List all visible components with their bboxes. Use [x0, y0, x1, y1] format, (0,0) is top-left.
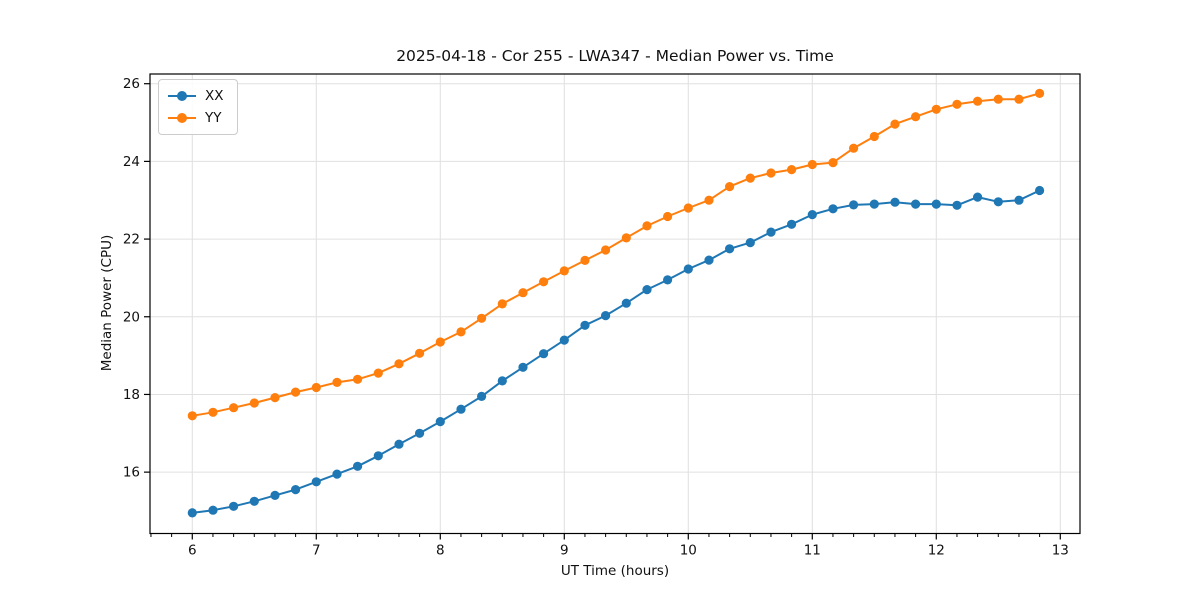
x-tick-label: 11: [804, 543, 821, 559]
plot-frame: [149, 73, 1081, 535]
legend-item-yy: YY: [168, 107, 224, 129]
y-tick-label: 20: [123, 309, 140, 325]
y-tick-label: 18: [123, 387, 140, 403]
legend-marker-xx-icon: [168, 91, 196, 102]
series-yy-line: [192, 92, 1040, 417]
x-axis-ticks: 6 7 8 9 10 11 12 13: [188, 533, 1069, 559]
series-xx-markers: [187, 185, 1045, 518]
y-tick-label: 26: [123, 76, 140, 92]
x-tick-label: 10: [680, 543, 697, 559]
legend-marker-yy-icon: [168, 113, 196, 124]
series-yy-markers: [187, 88, 1045, 421]
chart-title: 2025-04-18 - Cor 255 - LWA347 - Median P…: [396, 47, 834, 65]
x-tick-label: 6: [188, 543, 197, 559]
y-tick-label: 24: [123, 154, 140, 170]
y-tick-label: 22: [123, 232, 140, 248]
x-tick-label: 12: [928, 543, 945, 559]
legend-label-xx: XX: [205, 88, 224, 104]
x-minor-ticks: [150, 533, 1041, 537]
x-axis-label: UT Time (hours): [560, 563, 670, 579]
y-axis-ticks: 16 18 20 22 24 26: [123, 76, 150, 481]
x-tick-label: 7: [312, 543, 321, 559]
legend: XX YY: [158, 79, 238, 135]
x-tick-label: 9: [560, 543, 569, 559]
gridlines: [150, 74, 1080, 534]
x-tick-label: 8: [436, 543, 445, 559]
legend-item-xx: XX: [168, 85, 224, 107]
y-tick-label: 16: [123, 465, 140, 481]
legend-label-yy: YY: [205, 110, 222, 126]
x-tick-label: 13: [1052, 543, 1069, 559]
y-axis-label: Median Power (CPU): [99, 234, 115, 372]
